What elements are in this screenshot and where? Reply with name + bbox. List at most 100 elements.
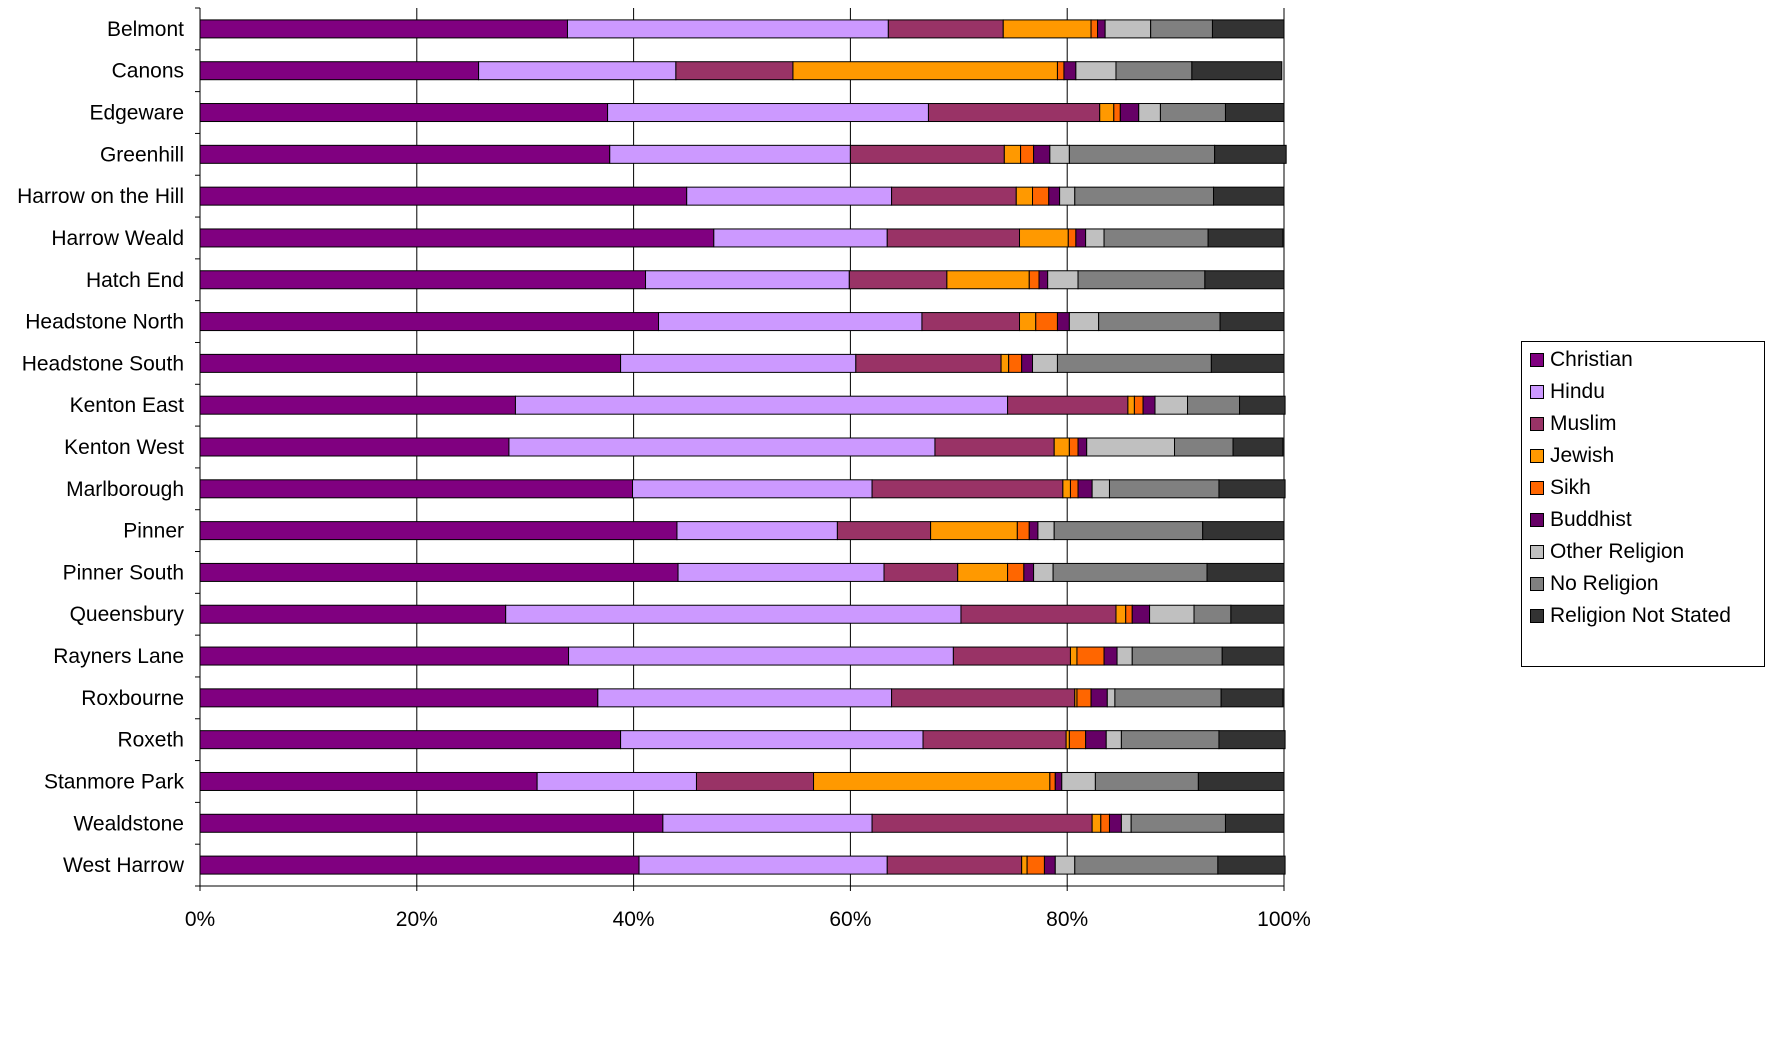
bar-segment-jewish: [1115, 604, 1127, 624]
bar-segment-muslim: [960, 604, 1117, 624]
bar-segment-hindu: [662, 813, 873, 833]
bar-segment-other-religion: [1047, 270, 1079, 290]
category-label: Roxeth: [117, 729, 184, 752]
bar-segment-religion-not-stated: [1218, 730, 1286, 750]
category-label: Belmont: [107, 18, 184, 41]
bar-segment-christian: [199, 479, 634, 499]
bar-segment-jewish: [792, 61, 1058, 81]
bar-segment-sikh: [1133, 395, 1144, 415]
bar-segment-no-religion: [1114, 688, 1222, 708]
bar-segment-hindu: [536, 771, 697, 791]
bar-segment-hindu: [514, 395, 1009, 415]
bar-segment-other-religion: [1120, 813, 1132, 833]
bar-segment-no-religion: [1074, 855, 1219, 875]
legend-item: Jewish: [1530, 441, 1614, 471]
legend-item: Muslim: [1530, 409, 1617, 439]
bar-segment-jewish: [946, 270, 1030, 290]
bar-segment-religion-not-stated: [1220, 688, 1284, 708]
category-label: Headstone South: [22, 352, 184, 375]
bar-segment-religion-not-stated: [1210, 353, 1285, 373]
bar-segment-muslim: [849, 144, 1005, 164]
bar-segment-other-religion: [1154, 395, 1189, 415]
bar-segment-no-religion: [1193, 604, 1232, 624]
bar-segment-other-religion: [1091, 479, 1110, 499]
bar-segment-muslim: [675, 61, 794, 81]
bar-segment-religion-not-stated: [1224, 103, 1285, 123]
bar-segment-religion-not-stated: [1211, 19, 1285, 39]
legend-swatch: [1530, 417, 1544, 431]
bar-segment-christian: [199, 688, 599, 708]
bar-segment-hindu: [620, 730, 924, 750]
bar-segment-no-religion: [1052, 562, 1208, 582]
bar-segment-other-religion: [1116, 646, 1133, 666]
bar-segment-no-religion: [1068, 144, 1216, 164]
bar-segment-jewish: [1099, 103, 1115, 123]
bar-segment-no-religion: [1094, 771, 1199, 791]
legend-item: Buddhist: [1530, 505, 1632, 535]
legend: Christian Hindu Muslim Jewish Sikh Buddhist Ot…: [1521, 341, 1765, 667]
bar-segment-muslim: [1007, 395, 1129, 415]
bar-segment-muslim: [886, 855, 1023, 875]
bar-segment-christian: [199, 437, 510, 457]
bar-segment-sikh: [1076, 646, 1105, 666]
category-label: Wealdstone: [73, 812, 184, 835]
bar-segment-other-religion: [1061, 771, 1096, 791]
bar-segment-buddhist: [1054, 771, 1063, 791]
bar-segment-other-religion: [1037, 521, 1055, 541]
bar-segment-religion-not-stated: [1219, 312, 1285, 332]
bar-segment-buddhist: [1131, 604, 1151, 624]
bar-segment-other-religion: [1054, 855, 1076, 875]
bar-segment-other-religion: [1104, 19, 1152, 39]
bar-segment-religion-not-stated: [1214, 144, 1287, 164]
bar-segment-religion-not-stated: [1207, 228, 1284, 248]
bar-segment-other-religion: [1068, 312, 1100, 332]
bar-segment-no-religion: [1159, 103, 1226, 123]
bar-segment-hindu: [478, 61, 677, 81]
category-label: Canons: [112, 60, 184, 83]
legend-item: Sikh: [1530, 473, 1591, 503]
bar-segment-sikh: [1076, 688, 1092, 708]
bar-segment-buddhist: [1043, 855, 1056, 875]
category-label: Pinner South: [63, 561, 184, 584]
bar-segment-no-religion: [1074, 186, 1215, 206]
bar-segment-religion-not-stated: [1191, 61, 1283, 81]
bar-segment-no-religion: [1115, 61, 1193, 81]
category-label: Harrow Weald: [51, 227, 184, 250]
category-label: Kenton East: [70, 394, 185, 417]
legend-swatch: [1530, 545, 1544, 559]
bar-segment-no-religion: [1098, 312, 1221, 332]
category-label: Harrow on the Hill: [17, 185, 184, 208]
category-label: Marlborough: [66, 478, 184, 501]
bar-segment-muslim: [927, 103, 1101, 123]
bar-segment-jewish: [1019, 228, 1069, 248]
bar-segment-hindu: [713, 228, 888, 248]
bar-segment-jewish: [1053, 437, 1070, 457]
bar-segment-sikh: [1032, 186, 1050, 206]
bar-segment-muslim: [921, 312, 1021, 332]
bar-segment-buddhist: [1077, 437, 1088, 457]
bar-segment-jewish: [930, 521, 1018, 541]
bar-segment-other-religion: [1032, 353, 1058, 373]
bar-segment-muslim: [871, 813, 1093, 833]
x-tick-label: 0%: [185, 908, 215, 931]
bar-segment-no-religion: [1131, 646, 1223, 666]
legend-swatch: [1530, 385, 1544, 399]
bar-segment-christian: [199, 186, 688, 206]
bar-segment-other-religion: [1149, 604, 1195, 624]
bar-segment-christian: [199, 312, 660, 332]
bar-segment-hindu: [686, 186, 893, 206]
bar-segment-other-religion: [1059, 186, 1076, 206]
bar-segment-no-religion: [1053, 521, 1204, 541]
bar-segment-jewish: [1000, 353, 1010, 373]
bar-segment-jewish: [1127, 395, 1135, 415]
bar-segment-hindu: [607, 103, 929, 123]
bar-segment-other-religion: [1085, 228, 1105, 248]
bar-segment-sikh: [1035, 312, 1058, 332]
bar-segment-no-religion: [1120, 730, 1220, 750]
category-label: Rayners Lane: [53, 645, 184, 668]
bar-segment-buddhist: [1056, 312, 1070, 332]
bar-segment-buddhist: [1090, 688, 1108, 708]
bar-segment-sikh: [1007, 562, 1025, 582]
bar-segment-other-religion: [1033, 562, 1054, 582]
